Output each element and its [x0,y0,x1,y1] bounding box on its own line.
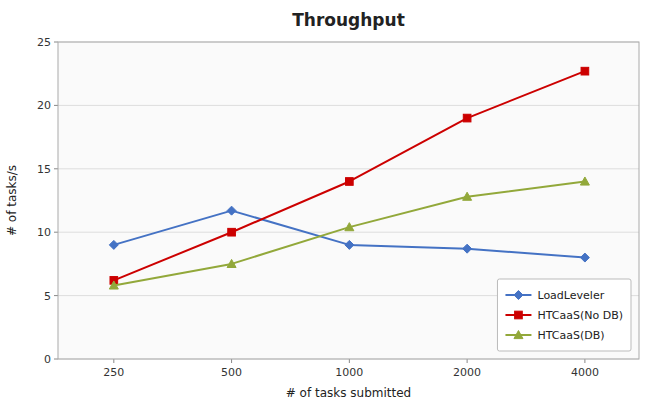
series-marker [463,114,471,122]
grid-line [58,168,639,169]
y-tick [54,42,58,43]
plot-background [58,42,639,359]
series-marker [463,192,472,200]
plot-frame [58,42,639,359]
y-axis-label: # of tasks/s [5,165,19,236]
x-tick-label: 1000 [335,366,363,379]
legend-box [497,279,631,351]
x-tick-label: 250 [103,366,124,379]
legend-swatch-marker [515,311,523,319]
series-marker [463,244,472,253]
chart-svg: 0 5 10 15 20 25 250 500 1000 2000 4000 Throughput # … [0,0,655,409]
series-marker [345,223,354,231]
series [109,177,589,289]
y-tick [54,295,58,296]
chart-container: 0 5 10 15 20 25 250 500 1000 2000 4000 Throughput # … [0,0,655,409]
x-tick-label: 500 [221,366,242,379]
y-tick [54,232,58,233]
x-tick [231,359,232,363]
legend-label: HTCaaS(No DB) [537,309,623,322]
legend: LoadLeveler HTCaaS(No DB) HTCaaS(DB) [497,279,631,351]
x-tick [584,359,585,363]
title: Throughput [292,10,405,30]
y-tick-label: 25 [37,36,51,49]
axes: 0 5 10 15 20 25 250 500 1000 2000 4000 [37,36,639,379]
x-axis-label: # of tasks submitted [286,386,411,400]
y-tick-label: 15 [37,163,51,176]
series-marker [227,206,236,215]
y-tick-label: 0 [44,353,51,366]
legend-label: LoadLeveler [537,289,604,302]
series-marker [346,178,354,186]
series-marker [581,67,589,75]
series-line [114,181,585,285]
y-tick [54,168,58,169]
grid-line [58,105,639,106]
y-tick [54,359,58,360]
data-layer [109,67,589,289]
series-marker [227,259,236,267]
series-marker [109,281,118,289]
series-marker [345,240,354,249]
series [110,67,589,284]
grid-line [58,232,639,233]
legend-swatch-marker [514,291,523,300]
y-tick-label: 20 [37,99,51,112]
legend-swatch-marker [514,331,523,339]
x-tick-label: 4000 [571,366,599,379]
series-marker [580,253,589,262]
series-marker [228,228,236,236]
series-marker [580,177,589,185]
x-tick [467,359,468,363]
series-line [114,71,585,280]
grid [58,42,639,359]
y-tick-label: 10 [37,226,51,239]
y-tick [54,105,58,106]
y-tick-label: 5 [44,290,51,303]
series-marker [109,240,118,249]
legend-label: HTCaaS(DB) [537,329,604,342]
x-tick-label: 2000 [453,366,481,379]
x-tick [349,359,350,363]
x-tick [113,359,114,363]
